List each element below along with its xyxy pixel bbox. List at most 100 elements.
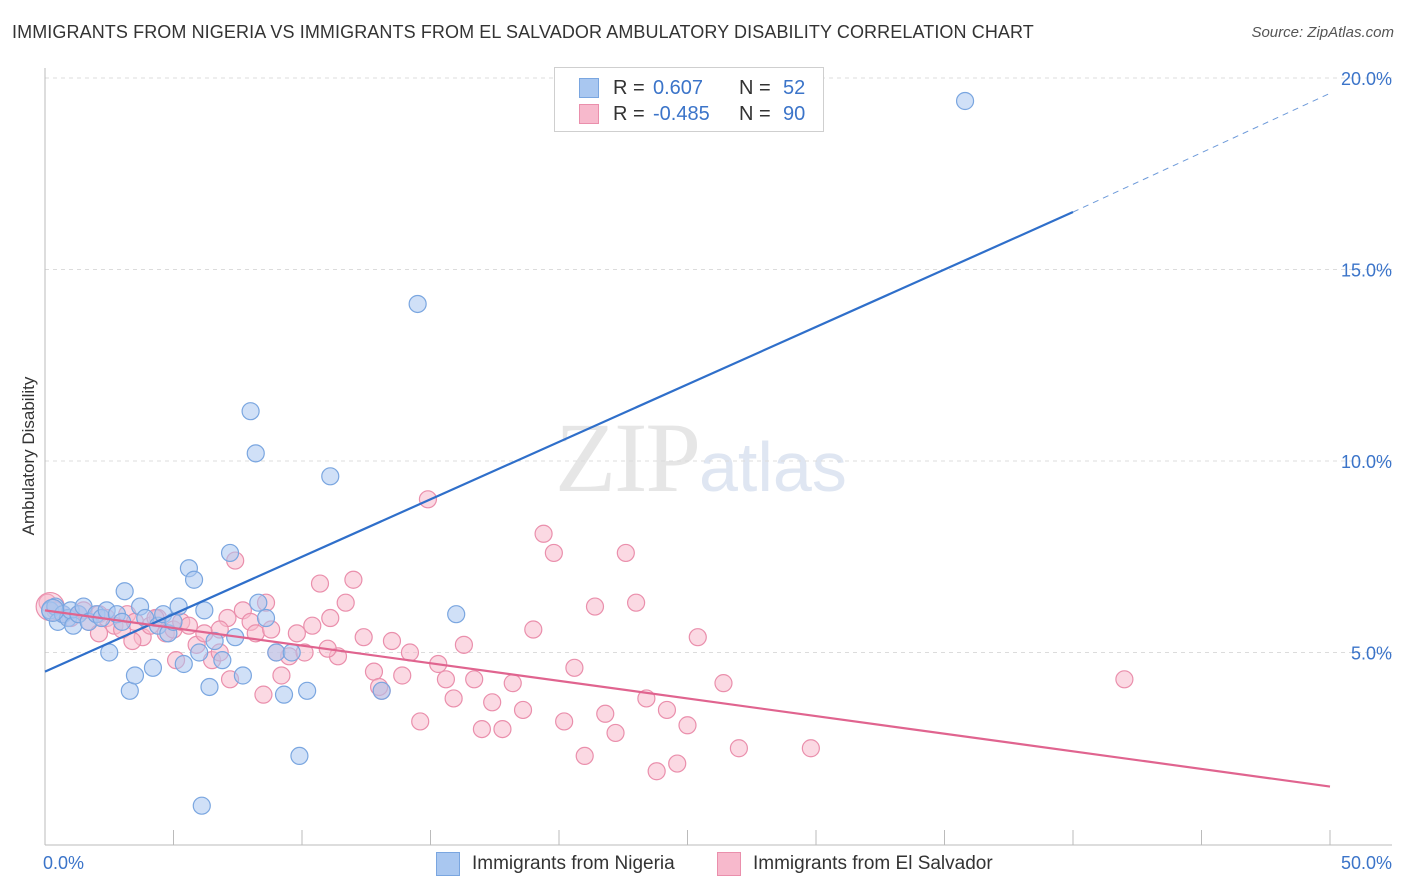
point-nigeria: [267, 643, 286, 662]
watermark-atlas: atlas: [699, 428, 847, 506]
point-el-salvador: [626, 593, 646, 612]
point-nigeria: [447, 605, 466, 624]
point-nigeria: [372, 681, 391, 700]
y-tick-label: 5.0%: [1351, 644, 1392, 664]
point-el-salvador: [524, 620, 543, 639]
point-el-salvador: [513, 700, 533, 720]
point-el-salvador: [344, 570, 363, 589]
point-nigeria: [321, 467, 340, 486]
watermark: ZIPatlas: [555, 400, 847, 515]
y-tick-label: 10.0%: [1341, 452, 1392, 472]
point-el-salvador: [411, 712, 430, 731]
legend-row-el-salvador: R = -0.485 N = 90: [579, 102, 805, 126]
y-tick-label: 20.0%: [1341, 69, 1392, 89]
point-el-salvador: [544, 543, 563, 563]
legend-n-value: 52: [783, 76, 806, 99]
point-nigeria: [241, 402, 260, 421]
tick-labels: 5.0% 10.0% 15.0% 20.0% 0.0% 50.0%: [43, 69, 1392, 873]
point-el-salvador: [503, 674, 522, 693]
point-nigeria: [174, 654, 193, 674]
point-nigeria: [120, 681, 139, 700]
series-el-salvador-points: [35, 490, 1134, 781]
point-el-salvador: [1115, 670, 1134, 689]
legend-r-label: R =: [613, 102, 645, 125]
point-el-salvador: [493, 719, 512, 739]
legend-item-nigeria: Immigrants from Nigeria: [436, 852, 675, 876]
point-nigeria: [192, 796, 211, 815]
point-el-salvador: [310, 574, 330, 593]
series-legend: Immigrants from Nigeria Immigrants from …: [0, 852, 1406, 878]
point-nigeria: [115, 582, 134, 601]
legend-n-value: 90: [783, 102, 806, 125]
point-el-salvador: [254, 685, 273, 704]
point-nigeria: [298, 681, 317, 700]
point-el-salvador: [321, 608, 340, 628]
point-el-salvador: [801, 739, 820, 758]
point-el-salvador: [575, 746, 594, 766]
point-el-salvador: [606, 723, 625, 743]
trendline-el-salvador: [44, 609, 1331, 788]
trendline-nigeria-extension: [1072, 92, 1331, 213]
point-el-salvador: [303, 616, 322, 635]
point-el-salvador: [585, 597, 605, 616]
point-el-salvador: [393, 666, 412, 685]
y-axis-label: Ambulatory Disability: [19, 376, 38, 535]
watermark-zip: ZIP: [555, 402, 701, 513]
trendline-nigeria: [44, 211, 1074, 673]
point-nigeria: [205, 631, 224, 651]
x-tick-label-max: 50.0%: [1341, 853, 1392, 873]
legend-r-value: 0.607: [653, 76, 704, 99]
trend-lines: [44, 92, 1331, 788]
legend-n-label: N =: [739, 102, 771, 125]
grid-lines: [45, 77, 1392, 653]
point-el-salvador: [596, 704, 615, 723]
point-nigeria: [220, 543, 240, 563]
legend-swatch-el-salvador: [717, 852, 741, 876]
point-nigeria: [143, 658, 163, 677]
point-el-salvador: [436, 670, 456, 689]
point-el-salvador: [668, 754, 687, 773]
legend-item-el-salvador: Immigrants from El Salvador: [717, 852, 993, 876]
point-el-salvador: [354, 628, 373, 647]
point-nigeria: [282, 643, 301, 662]
legend-r-label: R =: [613, 76, 645, 99]
point-nigeria: [125, 666, 145, 685]
point-nigeria: [195, 601, 214, 620]
series-nigeria-points: [41, 91, 975, 815]
point-el-salvador: [657, 700, 677, 720]
legend-r-value: -0.485: [653, 102, 710, 125]
point-el-salvador: [364, 662, 384, 681]
point-el-salvador: [400, 643, 420, 662]
point-el-salvador: [382, 631, 402, 651]
point-nigeria: [233, 666, 252, 685]
point-el-salvador: [688, 628, 707, 647]
x-tick-label-min: 0.0%: [43, 853, 84, 873]
point-nigeria: [274, 685, 294, 704]
point-el-salvador: [534, 524, 553, 543]
point-el-salvador: [678, 716, 697, 735]
point-el-salvador: [714, 674, 733, 693]
legend-n-label: N =: [739, 76, 771, 99]
legend-swatch-nigeria: [436, 852, 460, 876]
point-nigeria: [200, 677, 219, 697]
point-el-salvador: [555, 712, 574, 731]
legend-label-nigeria: Immigrants from Nigeria: [472, 853, 675, 874]
legend-swatch-el-salvador: [579, 104, 599, 124]
legend-label-el-salvador: Immigrants from El Salvador: [753, 853, 993, 874]
point-el-salvador: [465, 670, 484, 689]
axes: [44, 68, 1392, 846]
y-tick-label: 15.0%: [1341, 261, 1392, 281]
point-nigeria: [213, 651, 232, 670]
point-el-salvador: [287, 624, 306, 643]
point-nigeria: [184, 570, 204, 589]
point-el-salvador: [647, 762, 666, 781]
point-nigeria: [408, 294, 427, 314]
legend-swatch-nigeria: [579, 78, 599, 98]
point-el-salvador: [565, 658, 584, 677]
point-nigeria: [246, 444, 265, 463]
point-el-salvador: [272, 666, 291, 685]
point-el-salvador: [444, 689, 463, 708]
point-el-salvador: [616, 543, 635, 563]
legend-row-nigeria: R = 0.607 N = 52: [579, 76, 805, 100]
